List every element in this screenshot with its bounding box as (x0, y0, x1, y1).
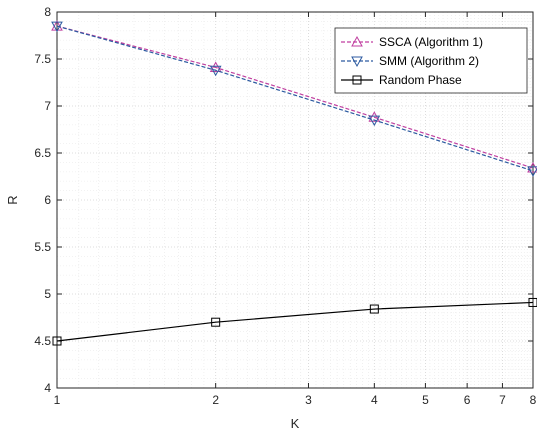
legend-label: Random Phase (379, 73, 462, 87)
legend-item: SMM (Algorithm 2) (341, 54, 479, 68)
triangle-down-marker (209, 65, 222, 77)
y-tick-label: 4.5 (34, 334, 51, 348)
triangle-down-marker (351, 56, 363, 68)
square-marker (528, 297, 537, 307)
x-tick-label: 2 (212, 393, 219, 407)
y-axis-title: R (5, 195, 20, 204)
triangle-up-marker (368, 111, 381, 122)
series-2 (51, 21, 537, 177)
x-tick-label: 1 (54, 393, 61, 407)
triangle-up-marker (351, 35, 363, 47)
y-tick-labels: 4 4.5 5 5.5 6 6.5 7 7.5 8 (34, 5, 51, 395)
series-line (56, 25, 534, 169)
square-marker (369, 304, 379, 314)
y-tick-label: 7 (44, 99, 51, 113)
y-tick-label: 5.5 (34, 240, 51, 254)
legend-label: SSCA (Algorithm 1) (379, 35, 483, 49)
x-tick-label: 6 (464, 393, 471, 407)
y-tick-label: 5 (44, 287, 51, 301)
series-layer (51, 20, 537, 346)
x-tick-label: 5 (422, 393, 429, 407)
triangle-down-marker (368, 115, 381, 127)
series-line (56, 301, 534, 342)
series-3 (52, 297, 537, 346)
y-tick-label: 6.5 (34, 146, 51, 160)
y-tick-label: 7.5 (34, 52, 51, 66)
x-tick-labels: 1 2 3 4 5 6 7 8 (54, 393, 537, 407)
triangle-down-marker (51, 21, 63, 33)
x-tick-label: 7 (499, 393, 506, 407)
legend-label: SMM (Algorithm 2) (379, 54, 479, 68)
y-tick-label: 4 (44, 381, 51, 395)
x-tick-label: 8 (530, 393, 537, 407)
triangle-down-marker (527, 166, 537, 177)
legend-item: Random Phase (341, 73, 462, 87)
y-tick-label: 8 (44, 5, 51, 19)
legend-item: SSCA (Algorithm 1) (341, 35, 483, 49)
square-marker (211, 317, 221, 327)
triangle-up-marker (209, 61, 222, 72)
square-marker (352, 75, 362, 85)
series-line (56, 25, 534, 172)
square-marker (52, 336, 62, 346)
x-axis-title: K (291, 416, 300, 431)
legend: SSCA (Algorithm 1) SMM (Algorithm 2) Rando… (334, 27, 528, 94)
x-tick-label: 3 (305, 393, 312, 407)
y-tick-label: 6 (44, 193, 51, 207)
x-tick-label: 4 (371, 393, 378, 407)
triangle-up-marker (527, 162, 537, 173)
